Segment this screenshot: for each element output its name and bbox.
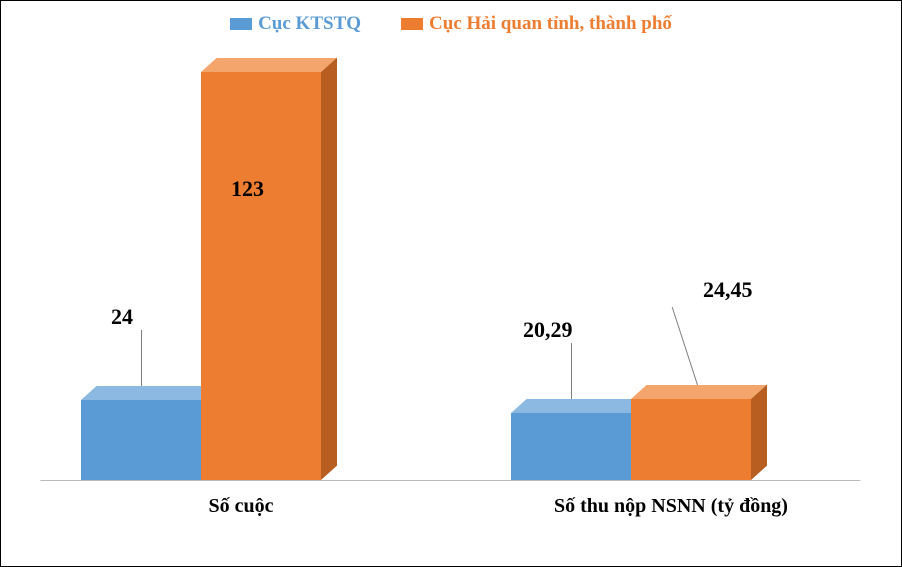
- x-label-1: Số thu nộp NSNN (tỷ đồng): [511, 495, 831, 518]
- leader-s1-c0: [141, 330, 142, 386]
- legend-swatch-s2: [401, 18, 423, 30]
- leader-s2-c1: [672, 307, 698, 385]
- data-label-s2-c0: 123: [231, 176, 264, 202]
- bar-s1-c1: [511, 413, 631, 480]
- legend-label-s2: Cục Hải quan tỉnh, thành phố: [429, 13, 672, 35]
- legend-label-s1: Cục KTSTQ: [258, 13, 361, 35]
- bar-s2-c1: [631, 399, 751, 480]
- legend-swatch-s1: [230, 18, 252, 30]
- data-label-s1-c0: 24: [111, 304, 133, 330]
- legend-item-s1: Cục KTSTQ: [230, 13, 361, 35]
- data-label-s1-c1: 20,29: [523, 317, 573, 343]
- chart-container: Cục KTSTQ Cục Hải quan tỉnh, thành phố 2: [0, 0, 902, 567]
- legend-item-s2: Cục Hải quan tỉnh, thành phố: [401, 13, 672, 35]
- legend: Cục KTSTQ Cục Hải quan tỉnh, thành phố: [1, 13, 901, 35]
- x-label-0: Số cuộc: [81, 495, 401, 518]
- bar-s1-c0: [81, 400, 201, 480]
- bar-s2-c0: [201, 72, 321, 480]
- data-label-s2-c1: 24,45: [703, 277, 753, 303]
- plot-area: 24 123 Số cuộc 20,29 24,45 Số thu nộp: [41, 51, 861, 506]
- leader-s1-c1: [571, 343, 572, 399]
